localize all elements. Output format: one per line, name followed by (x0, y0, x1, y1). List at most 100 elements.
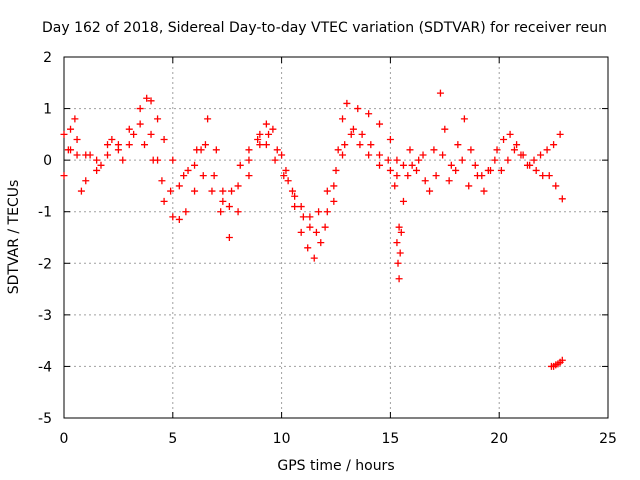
data-point (147, 130, 155, 138)
data-point (299, 213, 307, 221)
data-point (284, 177, 292, 185)
data-point (73, 151, 81, 159)
data-point (445, 177, 453, 185)
data-point (439, 151, 447, 159)
data-point (396, 249, 404, 257)
data-point (517, 151, 525, 159)
data-point (67, 125, 75, 133)
data-point (147, 97, 155, 105)
data-point (480, 187, 488, 195)
data-point (556, 130, 564, 138)
y-tick-label: 2 (43, 50, 52, 66)
data-point (467, 146, 475, 154)
data-point (182, 208, 190, 216)
data-point (513, 141, 521, 149)
data-point (104, 151, 112, 159)
data-point (175, 182, 183, 190)
data-point (460, 115, 468, 123)
data-point (452, 166, 460, 174)
data-point (125, 141, 133, 149)
y-tick-label: -3 (38, 308, 52, 324)
data-point (191, 187, 199, 195)
y-axis-label: SDTVAR / TECUs (6, 180, 22, 295)
data-point (256, 141, 264, 149)
data-point (77, 187, 85, 195)
data-point (60, 172, 68, 180)
data-point (430, 146, 438, 154)
chart-title: Day 162 of 2018, Sidereal Day-to-day VTE… (42, 20, 607, 36)
data-point (82, 177, 90, 185)
data-point (356, 141, 364, 149)
data-point (397, 228, 405, 236)
data-point (441, 125, 449, 133)
data-point (413, 166, 421, 174)
data-point (208, 187, 216, 195)
data-point (399, 197, 407, 205)
data-point (119, 156, 127, 164)
data-point (93, 156, 101, 164)
data-point (432, 172, 440, 180)
data-point (191, 161, 199, 169)
data-point (506, 130, 514, 138)
y-tick-label: -1 (38, 205, 52, 221)
axis-ticks: 0 5 10 15 20 25 -5 -4 -3 -2 -1 0 1 2 (38, 50, 617, 447)
data-point (143, 94, 151, 102)
data-point (130, 130, 138, 138)
data-point (158, 177, 166, 185)
data-point (358, 130, 366, 138)
data-point (471, 161, 479, 169)
data-point (217, 208, 225, 216)
data-point (395, 275, 403, 283)
data-point (199, 172, 207, 180)
data-point (550, 141, 558, 149)
data-point (167, 187, 175, 195)
data-point (169, 156, 177, 164)
data-point (537, 151, 545, 159)
data-point (334, 146, 342, 154)
data-point (297, 228, 305, 236)
data-point (297, 203, 305, 211)
data-point (458, 156, 466, 164)
data-point (317, 239, 325, 247)
data-point (60, 130, 68, 138)
y-tick-label: 0 (43, 153, 52, 169)
data-point (323, 208, 331, 216)
data-point (271, 156, 279, 164)
data-point (312, 228, 320, 236)
data-point (64, 146, 72, 154)
x-tick-label: 10 (273, 431, 291, 447)
data-point (315, 208, 323, 216)
plot-frame (63, 56, 609, 419)
data-point (386, 136, 394, 144)
data-point (532, 166, 540, 174)
data-point (391, 182, 399, 190)
data-point (114, 146, 122, 154)
data-point (510, 146, 518, 154)
data-point (539, 172, 547, 180)
data-point (219, 187, 227, 195)
data-point (393, 239, 401, 247)
data-point (426, 187, 434, 195)
data-point (497, 166, 505, 174)
y-tick-label: -4 (38, 359, 52, 375)
data-point (175, 215, 183, 223)
data-point (454, 141, 462, 149)
data-point (330, 182, 338, 190)
data-point (219, 197, 227, 205)
data-point (478, 172, 486, 180)
x-axis-label: GPS time / hours (277, 458, 394, 474)
data-point (406, 146, 414, 154)
data-point (228, 187, 236, 195)
data-point (493, 146, 501, 154)
data-point (125, 125, 133, 133)
data-point (310, 254, 318, 262)
gridlines (64, 57, 608, 418)
data-point (282, 166, 290, 174)
data-point (265, 130, 273, 138)
data-point (384, 156, 392, 164)
data-point (545, 172, 553, 180)
data-point (254, 136, 262, 144)
data-point (404, 172, 412, 180)
data-point (421, 177, 429, 185)
